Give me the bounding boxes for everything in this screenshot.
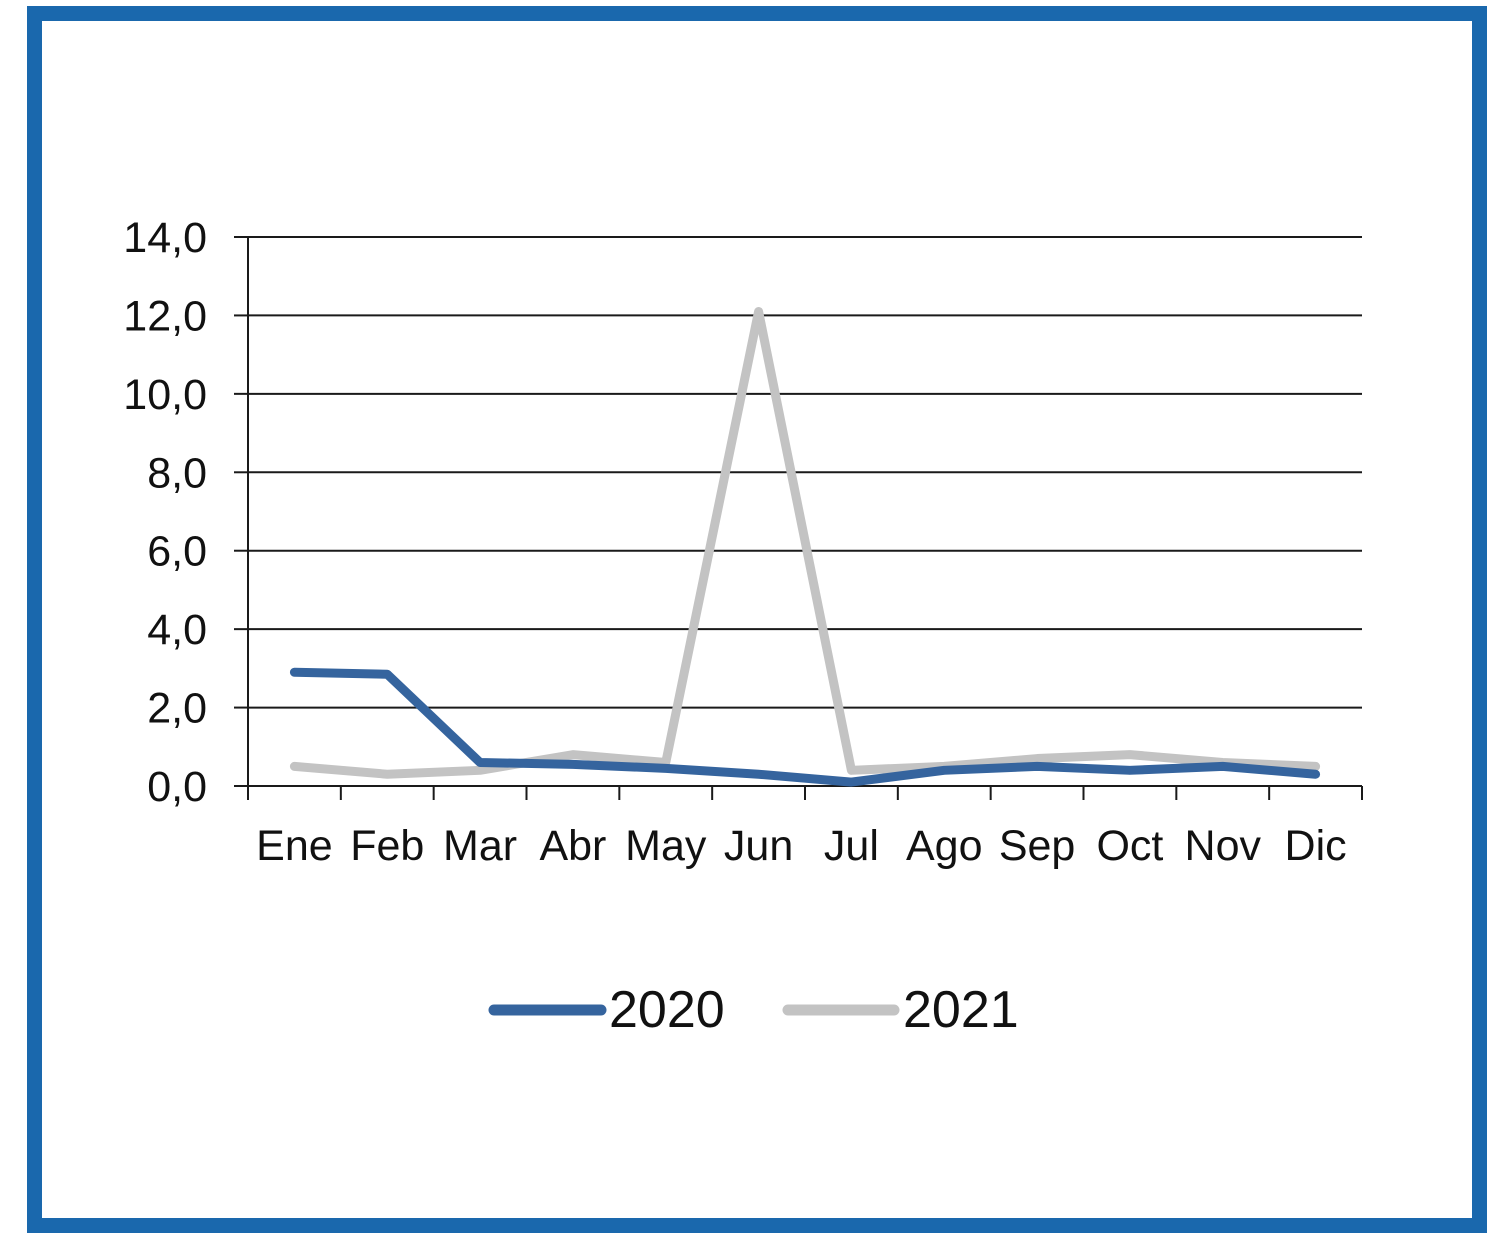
x-tick-label: Sep [999, 822, 1076, 870]
series-line-2021 [289, 307, 1321, 779]
y-axis-tick-labels: 0,0 2,0 4,0 6,0 8,0 10,0 12,0 14,0 [123, 214, 207, 811]
legend-label-2021: 2021 [903, 981, 1019, 1039]
axes [234, 236, 1363, 800]
gridlines [248, 236, 1362, 709]
legend: 2020 2021 [488, 981, 1019, 1039]
x-tick-label: Ene [256, 822, 333, 870]
series-line-2020 [289, 667, 1321, 787]
x-tick-label: Mar [443, 822, 517, 870]
x-axis-tick-labels: Ene Feb Mar Abr May Jun Jul Ago Sep Oct Nov Dic [256, 822, 1346, 870]
x-tick-label: Oct [1096, 822, 1163, 870]
legend-label-2020: 2020 [609, 981, 725, 1039]
y-tick-label: 8,0 [147, 449, 207, 497]
x-tick-label: Nov [1185, 822, 1262, 870]
x-tick-label: May [625, 822, 707, 870]
y-tick-label: 14,0 [123, 214, 207, 262]
chart-frame [27, 6, 1487, 1233]
x-tick-label: Jun [724, 822, 793, 870]
x-tick-label: Abr [539, 822, 606, 870]
y-tick-label: 4,0 [147, 606, 207, 654]
y-tick-label: 6,0 [147, 528, 207, 576]
x-tick-label: Feb [350, 822, 424, 870]
y-tick-label: 0,0 [147, 763, 207, 811]
y-tick-label: 2,0 [147, 685, 207, 733]
y-tick-label: 10,0 [123, 371, 207, 419]
x-tick-label: Dic [1285, 822, 1347, 870]
y-tick-label: 12,0 [123, 292, 207, 340]
series-lines [289, 307, 1321, 787]
x-tick-label: Ago [906, 822, 983, 870]
x-tick-label: Jul [824, 822, 879, 870]
